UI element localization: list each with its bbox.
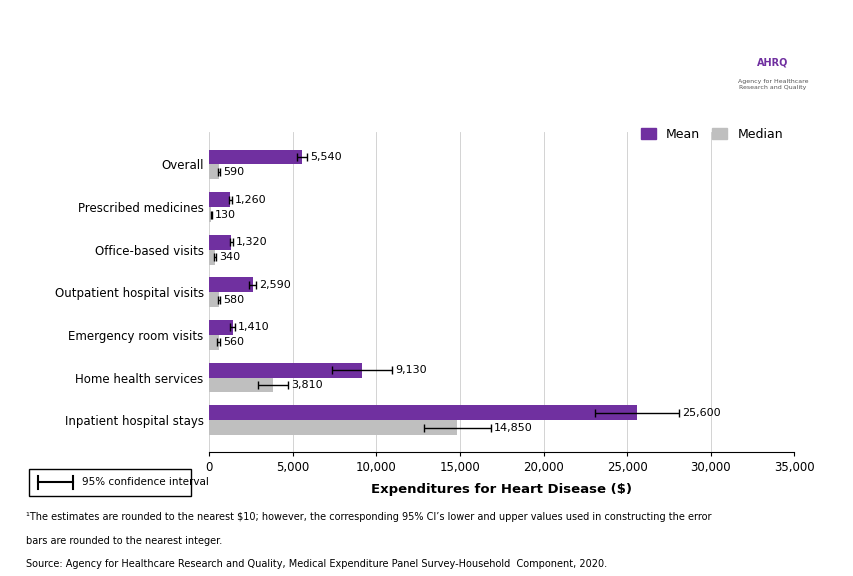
Text: 580: 580 [223,295,244,305]
Text: 340: 340 [218,252,240,262]
Text: 25,600: 25,600 [681,408,720,418]
Text: 1,410: 1,410 [238,323,270,332]
Text: 560: 560 [223,338,244,347]
X-axis label: Expenditures for Heart Disease ($): Expenditures for Heart Disease ($) [371,483,631,495]
Text: 130: 130 [215,210,235,219]
Text: for heart disease treatment, overall and by type of medical service,: for heart disease treatment, overall and… [86,58,647,73]
Bar [209,406,636,420]
Text: 1,320: 1,320 [235,237,267,247]
Bar [209,150,301,165]
Text: 1,260: 1,260 [235,195,266,204]
Text: among adults aged 18 and older treated for heart disease, 2020: among adults aged 18 and older treated f… [101,93,633,108]
Bar [209,363,362,378]
Bar [209,378,273,392]
Legend: Mean, Median: Mean, Median [635,123,787,146]
Bar [209,235,231,250]
Bar [209,320,233,335]
Bar [209,335,218,350]
Text: AHRQ: AHRQ [757,57,787,67]
Text: 5,540: 5,540 [310,152,341,162]
Bar [209,278,252,293]
Bar [209,250,215,264]
Text: 3,810: 3,810 [291,380,322,390]
Text: 9,130: 9,130 [394,365,426,375]
Bar [209,192,230,207]
Bar [209,207,212,222]
Bar [209,293,218,307]
Text: 590: 590 [223,167,244,177]
Circle shape [333,4,853,139]
Text: Source: Agency for Healthcare Research and Quality, Medical Expenditure Panel Su: Source: Agency for Healthcare Research a… [26,559,606,569]
FancyBboxPatch shape [29,469,191,496]
Text: 95% confidence interval: 95% confidence interval [82,478,209,487]
Bar [209,420,457,435]
Bar [209,165,219,179]
Text: Agency for Healthcare
Research and Quality: Agency for Healthcare Research and Quali… [737,79,807,90]
Text: Figure 4. Mean expenditures¹ per person and median expenditures¹: Figure 4. Mean expenditures¹ per person … [85,23,648,39]
Text: 2,590: 2,590 [258,280,290,290]
Text: ¹The estimates are rounded to the nearest $10; however, the corresponding 95% CI: ¹The estimates are rounded to the neares… [26,512,711,522]
Text: 14,850: 14,850 [493,423,532,433]
Text: bars are rounded to the nearest integer.: bars are rounded to the nearest integer. [26,536,222,545]
